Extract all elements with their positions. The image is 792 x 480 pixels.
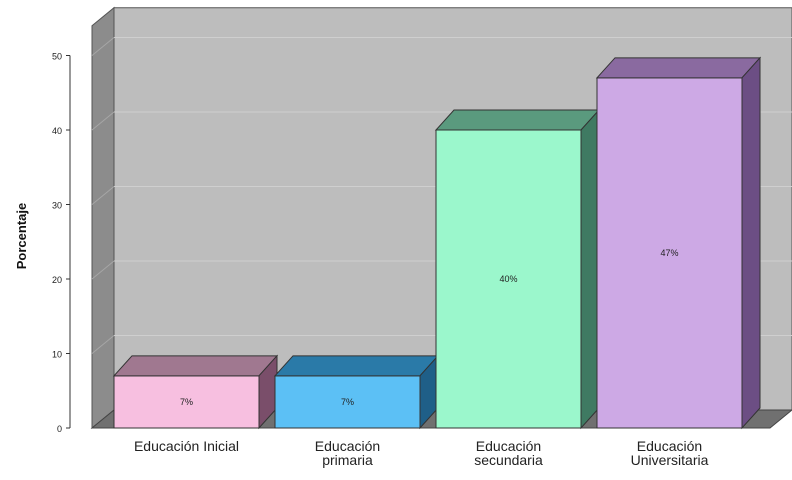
y-axis-label: Porcentaje	[14, 203, 29, 269]
data-label: 7%	[180, 397, 193, 407]
bar-top	[595, 57, 762, 79]
y-tick-label: 40	[52, 126, 62, 136]
bar-group: 47%	[595, 56, 762, 430]
bar	[113, 375, 260, 429]
x-tick-label: secundaria	[474, 452, 543, 468]
x-tick-label: Universitaria	[631, 452, 709, 468]
x-tick-label: Educación Inicial	[134, 438, 239, 454]
data-label: 40%	[499, 274, 517, 284]
y-tick-label: 50	[52, 52, 62, 62]
bar	[274, 375, 421, 429]
bar-side	[741, 56, 761, 430]
bar	[435, 129, 582, 429]
x-tick-label: Educación	[476, 438, 541, 454]
bar-top	[273, 355, 440, 377]
bar-group: 7%	[273, 354, 440, 430]
bar-top	[112, 355, 279, 377]
gridline-side	[91, 260, 115, 280]
side-wall	[91, 6, 115, 430]
x-tick-label: Educación	[637, 438, 702, 454]
x-tick-label: primaria	[322, 452, 373, 468]
gridline-side	[91, 37, 115, 56]
bar-group: 7%	[112, 354, 279, 430]
data-label: 7%	[341, 397, 354, 407]
gridline-side	[91, 111, 115, 131]
bar-top	[434, 109, 601, 131]
y-tick-label: 20	[52, 275, 62, 285]
gridline-side	[91, 335, 115, 354]
bar-group: 40%	[434, 108, 601, 430]
gridline-side	[91, 186, 115, 205]
data-label: 47%	[660, 248, 678, 258]
x-tick-label: Educación	[315, 438, 380, 454]
y-tick-label: 10	[52, 350, 62, 360]
bar-side	[580, 108, 600, 430]
y-tick-label: 0	[57, 424, 62, 434]
y-tick-label: 30	[52, 201, 62, 211]
